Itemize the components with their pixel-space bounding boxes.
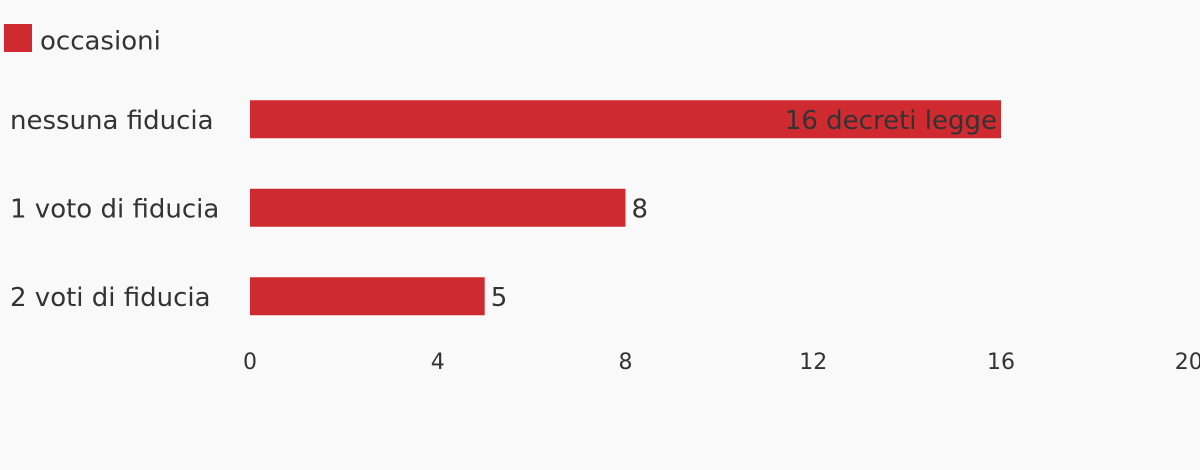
- y-tick-label: 1 voto di fiducia: [10, 194, 219, 224]
- bar: [250, 100, 1001, 139]
- y-tick-label: 2 voti di fiducia: [10, 283, 211, 313]
- value-label: 8: [632, 194, 649, 224]
- x-tick-label: 8: [619, 350, 633, 375]
- bar: [250, 188, 626, 227]
- x-tick-label: 20: [1175, 350, 1200, 375]
- bar: [250, 277, 485, 316]
- y-tick-label: nessuna fiducia: [10, 106, 214, 136]
- x-tick-label: 0: [243, 350, 257, 375]
- x-tick-label: 12: [799, 350, 827, 375]
- x-tick-label: 16: [987, 350, 1015, 375]
- legend-swatch: [4, 24, 32, 52]
- value-label: 16 decreti legge: [785, 106, 997, 136]
- value-label: 5: [491, 283, 508, 313]
- x-tick-label: 4: [431, 350, 445, 375]
- legend-label: occasioni: [40, 27, 161, 57]
